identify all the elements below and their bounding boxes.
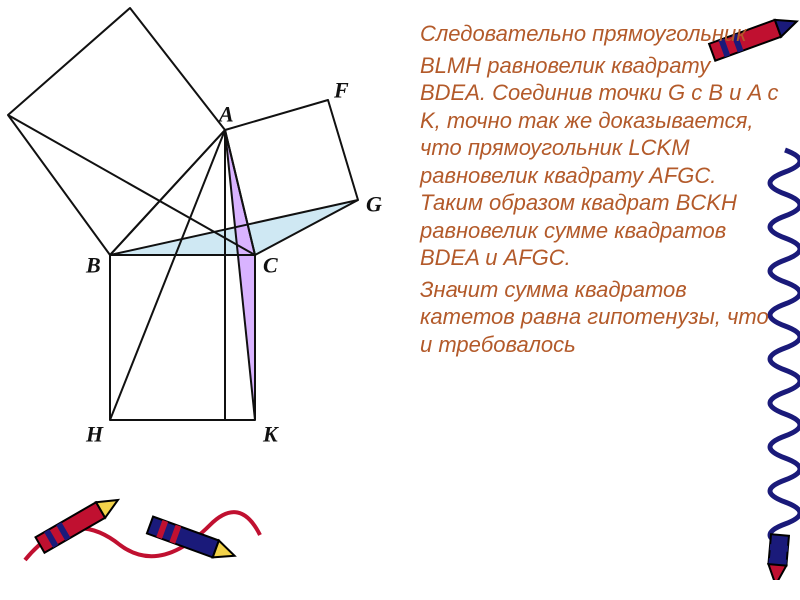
crayons-bottom-left — [10, 465, 270, 590]
svg-text:A: A — [217, 102, 234, 127]
svg-text:H: H — [85, 422, 104, 447]
svg-text:B: B — [85, 253, 101, 278]
pythagoras-diagram: ABCDEFGHK — [0, 0, 400, 500]
svg-text:C: C — [263, 253, 278, 278]
svg-text:K: K — [262, 422, 279, 447]
diagram-svg: ABCDEFGHK — [0, 0, 400, 470]
svg-text:E: E — [131, 0, 147, 5]
svg-text:F: F — [333, 78, 349, 103]
svg-text:G: G — [366, 192, 382, 217]
proof-text: Следовательно прямоугольник BLMH равнове… — [420, 20, 780, 362]
paragraph-2: BLMH равновелик квадрату BDEA. Соединив … — [420, 52, 780, 272]
paragraph-3: Значит сумма квадратов катетов равна гип… — [420, 276, 780, 359]
paragraph-1: Следовательно прямоугольник — [420, 20, 780, 48]
